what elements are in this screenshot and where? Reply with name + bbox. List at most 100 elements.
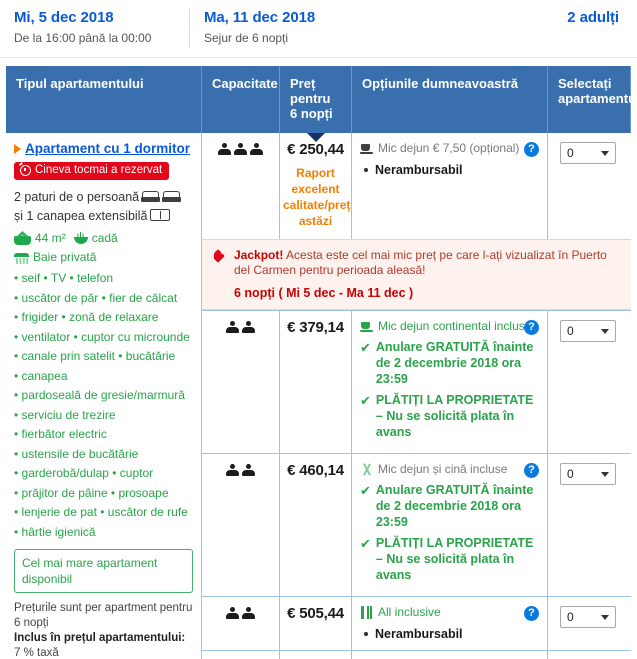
select-cell: 0 (548, 596, 631, 650)
policy-label: Anulare GRATUITĂ înainte de 2 decembrie … (375, 483, 534, 529)
amenities-list: • seif • TV • telefon • uscător de păr •… (14, 269, 193, 542)
header-options: Opțiunile dumneavoastră (352, 66, 548, 133)
options-cell: Mic dejun continental inclus ✔ Anulare G… (352, 310, 548, 453)
table-row: € 505,44 All inclusive Nerambursabil ? (6, 596, 631, 650)
largest-apartment-note: Cel mai mare apartament disponibil (14, 549, 193, 593)
room-table: Tipul apartamentului Capacitate Preț pen… (6, 66, 637, 659)
person-icons (202, 607, 279, 620)
policy-label: Anulare GRATUITĂ înainte de 2 decembrie … (375, 340, 534, 386)
price-cell: € 250,44 Raport excelent calitate/preț a… (280, 133, 352, 239)
meal-label: Mic dejun continental inclus (378, 319, 525, 333)
checkin-block: Mi, 5 dec 2018 De la 16:00 până la 00:00 (0, 8, 190, 48)
checkin-date: Mi, 5 dec 2018 (14, 9, 114, 26)
price-cell: € 505,44 (280, 596, 352, 650)
jackpot-text-wrap: Jackpot! Acesta este cel mai mic preț pe… (234, 248, 621, 278)
private-bath-label: Baie privată (33, 250, 97, 264)
list-item: • ventilator • cuptor cu microunde (14, 329, 190, 344)
header-select-line2: apartamentul (558, 91, 637, 106)
person-icon (250, 143, 263, 156)
private-bath-row: Baie privată (14, 250, 193, 264)
meal-option: All inclusive (360, 605, 541, 620)
chevron-down-icon (601, 471, 609, 477)
list-item: • garderobă/dulap • cuptor (14, 466, 154, 480)
deal-label: Raport excelent calitate/preț astăzi (283, 166, 351, 228)
person-icon (226, 321, 239, 334)
select-cell: 0 (548, 133, 631, 239)
policy-label: Nerambursabil (375, 627, 463, 641)
person-icons (202, 464, 279, 477)
coffee-icon (360, 320, 373, 332)
options-cell: Mic dejun și cină incluse ✔ Anulare GRAT… (352, 453, 548, 596)
select-cell: 0 (548, 453, 631, 596)
bath-type: cadă (91, 231, 118, 245)
table-header-row: Tipul apartamentului Capacitate Preț pen… (6, 66, 637, 142)
person-icon (242, 464, 255, 477)
bathtub-icon (73, 231, 88, 245)
room-title-row[interactable]: Apartament cu 1 dormitor (14, 141, 193, 157)
price-value: € 250,44 (287, 141, 344, 158)
price-tag-icon (212, 249, 227, 263)
single-bed-icon (141, 191, 161, 202)
help-icon[interactable]: ? (524, 142, 539, 157)
room-size-row: 44 m² cadă (14, 231, 193, 245)
quantity-select[interactable]: 0 (560, 606, 616, 628)
all-inclusive-icon (360, 606, 373, 619)
room-size: 44 m² (35, 231, 66, 245)
list-item: • serviciu de trezire (14, 407, 116, 422)
quantity-select-value: 0 (567, 467, 574, 481)
help-icon[interactable]: ? (524, 606, 539, 621)
person-icons (202, 143, 279, 156)
meal-label: Mic dejun și cină incluse (378, 462, 508, 476)
jackpot-banner: Jackpot! Acesta este cel mai mic preț pe… (202, 239, 631, 310)
quantity-select-value: 0 (567, 324, 574, 338)
price-column-caret-icon (306, 133, 325, 142)
chevron-down-icon (601, 328, 609, 334)
bullet-dot-icon (364, 168, 368, 172)
table-body: Apartament cu 1 dormitor Cineva tocmai a… (6, 133, 631, 659)
meal-option: Mic dejun continental inclus (360, 319, 541, 334)
price-value: € 460,14 (287, 462, 344, 479)
price-note-bold: Inclus în prețul apartamentului: (14, 632, 186, 644)
capacity-cell (202, 453, 280, 596)
list-item: • hârtie igienică (14, 524, 96, 539)
policy-bullet: Nerambursabil (364, 626, 541, 642)
jackpot-row: Jackpot! Acesta este cel mai mic preț pe… (6, 239, 631, 310)
person-icon (226, 607, 239, 620)
list-item: • ustensile de bucătărie (14, 446, 139, 461)
select-cell: 0 (548, 310, 631, 453)
policy-label: Nerambursabil (375, 163, 463, 177)
person-icon (218, 143, 231, 156)
policy-item: ✔ Anulare GRATUITĂ înainte de 2 decembri… (360, 339, 541, 387)
capacity-cell (202, 310, 280, 453)
header-price-line1: Preț pentru (290, 76, 331, 106)
person-icon (242, 321, 255, 334)
room-type-link[interactable]: Apartament cu 1 dormitor (25, 141, 191, 156)
policy-label: PLĂTIȚI LA PROPRIETATE – Nu se solicită … (375, 393, 534, 439)
checkout-date: Ma, 11 dec 2018 (204, 9, 316, 26)
options-cell: All inclusive Nerambursabil ? (352, 596, 548, 650)
help-icon[interactable]: ? (524, 463, 539, 478)
stay-length: Sejur de 6 nopți (204, 31, 289, 45)
help-icon[interactable]: ? (524, 320, 539, 335)
price-value: € 379,14 (287, 319, 344, 336)
meal-option: Mic dejun € 7,50 (opțional) (360, 141, 541, 156)
meal-label: Mic dejun € 7,50 (opțional) (378, 141, 520, 155)
status-badge-label: Cineva tocmai a rezervat (35, 164, 163, 176)
check-icon: ✔ (360, 393, 371, 408)
policy-bullet: Nerambursabil (364, 162, 541, 178)
quantity-select[interactable]: 0 (560, 463, 616, 485)
guests-block: 2 adulți (440, 8, 637, 28)
single-bed-icon (162, 191, 182, 202)
list-item: • uscător de păr • fier de călcat (14, 290, 178, 305)
person-icons (202, 321, 279, 334)
table-row: € 379,14 Mic dejun continental inclus ✔ … (6, 310, 631, 453)
header-room-type: Tipul apartamentului (6, 66, 202, 133)
expand-arrow-icon (14, 144, 21, 154)
quantity-select[interactable]: 0 (560, 142, 616, 164)
list-item: • frigider • zonă de relaxare (14, 310, 159, 324)
header-price-line2: 6 nopți (290, 106, 333, 121)
stay-summary-bar: Mi, 5 dec 2018 De la 16:00 până la 00:00… (0, 0, 637, 58)
quantity-select[interactable]: 0 (560, 320, 616, 342)
shower-icon (14, 250, 29, 264)
